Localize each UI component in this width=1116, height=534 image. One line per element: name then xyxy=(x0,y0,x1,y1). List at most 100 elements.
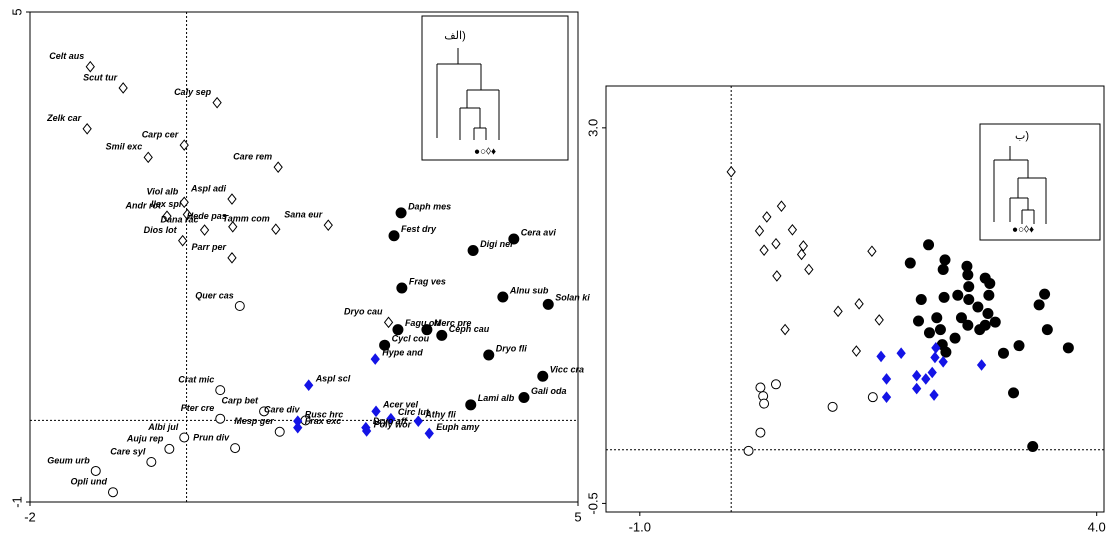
point xyxy=(118,82,128,94)
point xyxy=(881,391,892,403)
point xyxy=(1039,288,1051,300)
point xyxy=(230,443,241,454)
point-label: Gali oda xyxy=(531,386,567,396)
point-label: Alnu sub xyxy=(509,285,549,295)
point-label: Andr rot xyxy=(125,201,162,211)
x-tick-label: -2 xyxy=(24,509,36,524)
point xyxy=(85,60,95,73)
point xyxy=(293,421,303,434)
point xyxy=(989,316,1001,328)
point-label: Crat mic xyxy=(178,374,214,384)
point xyxy=(537,370,549,382)
y-tick-label: 5 xyxy=(9,8,24,15)
point-label: Cycl cou xyxy=(392,334,430,344)
point xyxy=(974,324,986,336)
point xyxy=(215,385,226,396)
point xyxy=(271,223,281,236)
point xyxy=(927,366,937,379)
point-label: Daph mes xyxy=(408,201,451,211)
point xyxy=(497,291,509,303)
point xyxy=(395,207,407,219)
inset-symbols: ●○◊♦ xyxy=(474,147,496,158)
point xyxy=(273,161,283,173)
point xyxy=(771,237,781,250)
inset-box xyxy=(979,123,1101,241)
point xyxy=(483,349,495,361)
point xyxy=(963,294,975,306)
inset-title: الف) xyxy=(444,30,465,42)
point xyxy=(876,350,886,363)
point xyxy=(854,298,864,310)
y-tick-label: 3.0 xyxy=(585,119,600,137)
point xyxy=(772,270,782,282)
point xyxy=(923,239,935,251)
point xyxy=(787,223,798,236)
point xyxy=(915,294,927,306)
point-label: Dryo fli xyxy=(496,343,528,353)
point xyxy=(867,245,877,258)
point xyxy=(383,316,394,329)
point xyxy=(179,139,189,151)
point-label: Caly sep xyxy=(174,87,212,97)
point xyxy=(796,248,807,261)
point xyxy=(1062,342,1074,354)
point-label: Dryo cau xyxy=(344,307,383,317)
point xyxy=(274,426,285,437)
dendrogram-branches xyxy=(436,48,500,140)
point-label: Aspl adi xyxy=(190,183,227,193)
point xyxy=(955,312,967,324)
point xyxy=(396,282,408,294)
point xyxy=(962,319,974,331)
point xyxy=(371,405,381,418)
point-label: Euph amy xyxy=(436,422,480,432)
point xyxy=(997,347,1009,359)
point-label: Dana rac xyxy=(161,214,199,224)
point xyxy=(379,339,391,351)
point xyxy=(179,432,190,443)
point-label: Merc pre xyxy=(434,318,472,328)
point-label: Smil exc xyxy=(106,142,143,152)
point xyxy=(323,219,333,231)
point xyxy=(304,379,314,392)
point xyxy=(392,324,404,336)
point-label: Dios lot xyxy=(144,225,178,235)
inset-box xyxy=(421,15,569,161)
point-label: Athy fli xyxy=(424,410,456,420)
point xyxy=(938,291,950,303)
point xyxy=(743,445,754,456)
point xyxy=(972,301,984,313)
point-label: Frax exc xyxy=(305,416,342,426)
point xyxy=(938,355,948,368)
point xyxy=(467,244,479,256)
point xyxy=(162,210,172,222)
point-label: Parr per xyxy=(191,242,226,252)
point xyxy=(937,263,949,275)
point-label: Celt aus xyxy=(49,51,84,61)
point-label: Scut tur xyxy=(83,72,117,82)
point-label: Hype and xyxy=(382,347,423,357)
point xyxy=(896,347,906,359)
point xyxy=(934,324,946,336)
point xyxy=(867,392,878,403)
point xyxy=(755,427,766,438)
point xyxy=(982,307,994,319)
point xyxy=(912,369,922,382)
point xyxy=(913,315,925,327)
y-tick-label: -1 xyxy=(9,496,24,508)
point xyxy=(542,298,554,310)
inset-title: ب) xyxy=(1015,130,1029,142)
point-label: Viol alb xyxy=(147,187,179,197)
point xyxy=(82,122,92,135)
point xyxy=(929,389,939,401)
point-label: Tamm com xyxy=(223,214,270,224)
point xyxy=(424,427,434,440)
point xyxy=(361,425,372,437)
point-label: Sana eur xyxy=(284,210,323,220)
point-label: Zelk car xyxy=(46,113,82,123)
point xyxy=(178,234,188,247)
point-label: Prun div xyxy=(193,432,230,442)
point xyxy=(227,252,237,264)
point xyxy=(759,244,769,256)
point-label: Hede pas xyxy=(187,211,227,221)
